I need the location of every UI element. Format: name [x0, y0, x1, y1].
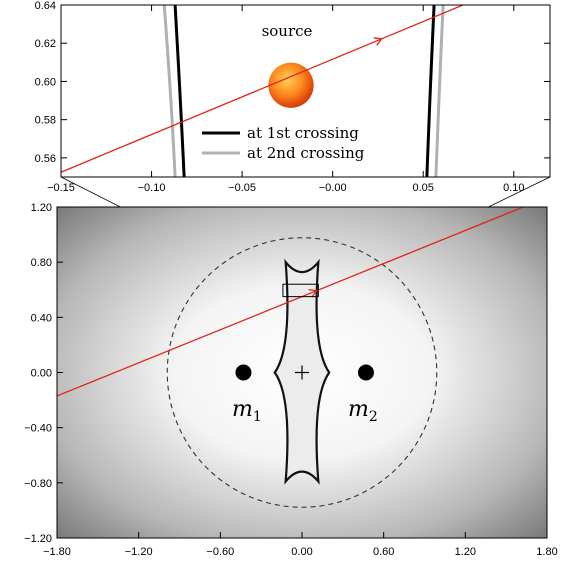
legend-label-2nd: at 2nd crossing [247, 144, 365, 162]
x-tick-label: 0.05 [413, 182, 434, 194]
mass-2-label: m2 [348, 397, 378, 425]
source-label: source [262, 22, 313, 40]
lens-plane-panel: m1 m2 −1.80 −1.20 −0.60 0.00 0.60 1.20 1.80 1.… [24, 202, 558, 558]
mass-1-label: m1 [232, 397, 262, 425]
trajectory-line [61, 5, 465, 173]
y-tick-label: 0.00 [31, 368, 52, 380]
x-tick-label: 1.20 [455, 546, 476, 558]
source-disk [268, 62, 314, 108]
y-tick-label: 0.60 [35, 76, 56, 88]
mass-2-dot [357, 364, 374, 381]
y-tick-label: −0.40 [24, 423, 52, 435]
top-x-axis: −0.15 −0.10 −0.05 −0.00 0.05 0.10 [47, 5, 524, 194]
y-tick-label: −0.80 [24, 478, 52, 490]
x-tick-label: −0.05 [228, 182, 256, 194]
top-y-axis: 0.56 0.58 0.60 0.62 0.64 [35, 0, 550, 165]
y-tick-label: 0.58 [35, 115, 56, 127]
y-tick-label: 0.56 [35, 153, 56, 165]
x-tick-label: −0.15 [47, 182, 75, 194]
zoom-panel: source at 1st crossing at 2nd crossing −… [35, 0, 551, 194]
y-tick-label: 0.40 [31, 312, 52, 324]
x-tick-label: −0.60 [206, 546, 234, 558]
x-tick-label: 1.80 [536, 546, 557, 558]
y-tick-label: −1.20 [24, 533, 52, 545]
caustic-left-2nd-crossing [162, 5, 177, 177]
y-tick-label: 1.20 [31, 202, 52, 214]
x-tick-label: 0.00 [291, 546, 312, 558]
caustic-right-2nd-crossing [434, 5, 445, 177]
legend: at 1st crossing at 2nd crossing [202, 124, 365, 162]
einstein-ring [166, 237, 438, 508]
x-tick-label: 0.10 [503, 182, 524, 194]
mass-1-dot [235, 364, 252, 381]
trajectory-arrow-icon [308, 288, 318, 298]
trajectory-arrow-icon [373, 37, 383, 46]
y-tick-label: 0.64 [35, 0, 56, 12]
x-tick-label: −0.10 [138, 182, 166, 194]
center-of-mass-cross-icon [295, 365, 309, 380]
caustic-left-1st-crossing [173, 5, 186, 177]
caustic-right-1st-crossing [425, 5, 436, 177]
y-tick-label: 0.80 [31, 257, 52, 269]
x-tick-label: −1.20 [125, 546, 153, 558]
y-tick-label: 0.62 [35, 38, 56, 50]
bottom-y-axis: 1.20 0.80 0.40 0.00 −0.40 −0.80 −1.20 [24, 202, 63, 545]
x-tick-label: 0.60 [373, 546, 394, 558]
zoom-box [282, 283, 319, 298]
x-tick-label: −0.00 [319, 182, 347, 194]
top-plot-frame [60, 4, 551, 178]
x-tick-label: −1.80 [43, 546, 71, 558]
legend-label-1st: at 1st crossing [247, 124, 359, 142]
bottom-x-axis: −1.80 −1.20 −0.60 0.00 0.60 1.20 1.80 [43, 532, 558, 558]
